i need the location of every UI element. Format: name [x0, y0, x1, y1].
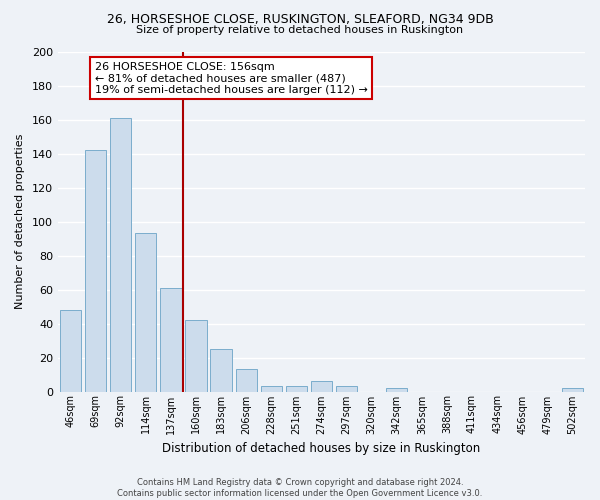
- Text: 26, HORSESHOE CLOSE, RUSKINGTON, SLEAFORD, NG34 9DB: 26, HORSESHOE CLOSE, RUSKINGTON, SLEAFOR…: [107, 12, 493, 26]
- Bar: [135, 234, 157, 392]
- Bar: [286, 386, 307, 392]
- Bar: [236, 370, 257, 392]
- Bar: [386, 388, 407, 392]
- X-axis label: Distribution of detached houses by size in Ruskington: Distribution of detached houses by size …: [163, 442, 481, 455]
- Bar: [160, 288, 182, 392]
- Bar: [185, 320, 206, 392]
- Text: 26 HORSESHOE CLOSE: 156sqm
← 81% of detached houses are smaller (487)
19% of sem: 26 HORSESHOE CLOSE: 156sqm ← 81% of deta…: [95, 62, 368, 95]
- Y-axis label: Number of detached properties: Number of detached properties: [15, 134, 25, 309]
- Bar: [311, 382, 332, 392]
- Bar: [336, 386, 357, 392]
- Text: Contains HM Land Registry data © Crown copyright and database right 2024.
Contai: Contains HM Land Registry data © Crown c…: [118, 478, 482, 498]
- Text: Size of property relative to detached houses in Ruskington: Size of property relative to detached ho…: [136, 25, 464, 35]
- Bar: [562, 388, 583, 392]
- Bar: [85, 150, 106, 392]
- Bar: [260, 386, 282, 392]
- Bar: [211, 349, 232, 392]
- Bar: [60, 310, 81, 392]
- Bar: [110, 118, 131, 392]
